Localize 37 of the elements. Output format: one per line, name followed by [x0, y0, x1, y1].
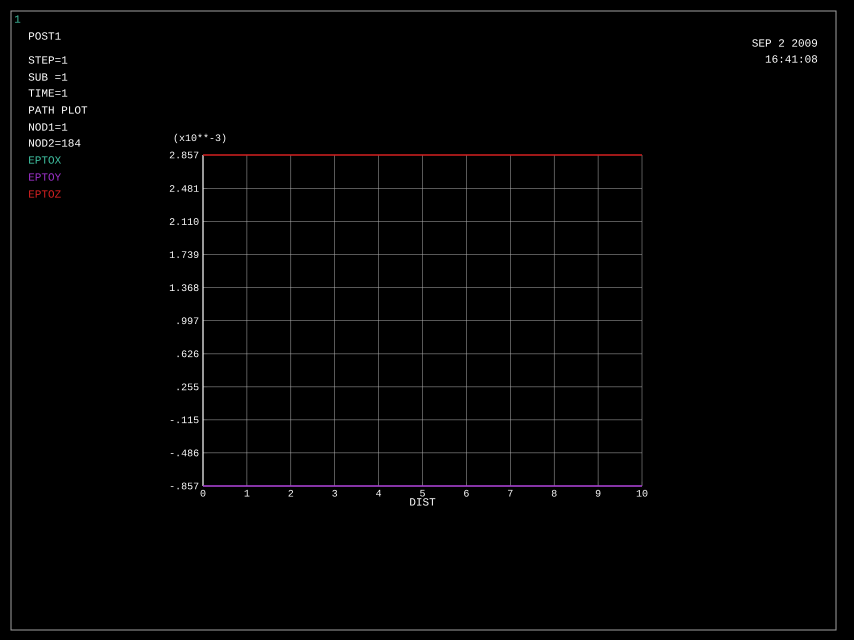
legend-label: EPTOX — [29, 156, 61, 164]
x-tick-label: 1 — [244, 490, 250, 496]
y-axis-title: (x10**-3) — [174, 134, 226, 144]
y-tick-label: -.115 — [170, 416, 198, 424]
text: SUB =1 — [28, 73, 68, 81]
y-tick-label: .997 — [178, 317, 198, 324]
x-tick-label: 4 — [376, 490, 382, 496]
text: TIME=1 — [28, 89, 68, 97]
text: PATH PLOT — [29, 106, 88, 114]
y-tick-label: .255 — [178, 383, 198, 390]
y-tick-label: .626 — [178, 350, 198, 358]
y-tick-label: 2.110 — [170, 218, 199, 225]
x-tick-label: 8 — [552, 490, 557, 497]
x-tick-label: 6 — [464, 490, 469, 497]
x-tick-label: 2 — [288, 490, 294, 497]
x-tick-label: 0 — [200, 490, 206, 497]
text: 1 — [15, 15, 20, 23]
text: NOD2=184 — [29, 139, 80, 147]
text: STEP=1 — [28, 56, 68, 64]
x-axis-title: DIST — [410, 498, 436, 506]
x-tick-label: 5 — [420, 490, 425, 497]
y-tick-label: -.857 — [170, 482, 198, 490]
y-tick-label: 1.739 — [170, 251, 198, 258]
text: EPTOY — [29, 173, 61, 181]
y-tick-label: 1.368 — [170, 284, 198, 292]
y-tick-label: 2.481 — [170, 185, 199, 192]
text: 16:41:08 — [766, 55, 818, 63]
y-tick-label: -.486 — [170, 450, 198, 456]
x-tick-label: 9 — [596, 490, 600, 497]
text: NOD1=1 — [29, 123, 68, 131]
y-tick-label: 2.857 — [170, 152, 198, 158]
x-tick-label: 10 — [636, 490, 648, 497]
text: EPTOZ — [29, 190, 61, 198]
x-tick-label: 7 — [508, 490, 513, 496]
text: SEP 2 2009 — [752, 39, 818, 47]
x-tick-label: 3 — [332, 490, 338, 497]
text: POST1 — [29, 32, 61, 40]
